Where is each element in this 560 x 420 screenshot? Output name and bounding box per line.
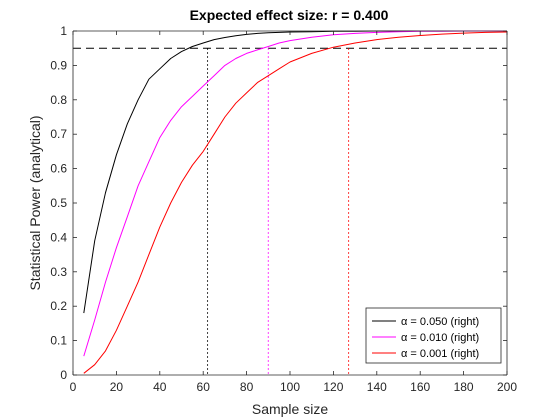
y-axis-label: Statistical Power (analytical) xyxy=(27,115,43,290)
series-line-1 xyxy=(83,30,507,357)
y-tick-label: 0.9 xyxy=(50,58,67,72)
x-tick-label: 160 xyxy=(410,380,430,394)
x-tick-label: 120 xyxy=(323,380,343,394)
legend: α = 0.050 (right) α = 0.010 (right) α = … xyxy=(365,307,502,364)
x-tick-label: 20 xyxy=(110,380,124,394)
legend-label-alpha-0050: α = 0.050 (right) xyxy=(401,316,479,328)
series-line-2 xyxy=(83,31,508,374)
chart-title: Expected effect size: r = 0.400 xyxy=(190,7,389,23)
x-tick-label: 40 xyxy=(153,380,167,394)
x-tick-label: 60 xyxy=(197,380,211,394)
legend-box xyxy=(365,307,502,364)
y-tick-label: 0.3 xyxy=(50,265,67,279)
y-tick-label: 0.2 xyxy=(50,299,67,313)
y-tick-label: 0 xyxy=(60,368,67,382)
x-tick-label: 80 xyxy=(240,380,254,394)
legend-label-alpha-0001: α = 0.001 (right) xyxy=(401,348,479,360)
y-tick-label: 0.1 xyxy=(50,334,67,348)
y-tick-label: 1 xyxy=(60,24,67,38)
x-tick-label: 100 xyxy=(280,380,300,394)
x-tick-label: 0 xyxy=(70,380,77,394)
x-tick-label: 200 xyxy=(497,380,517,394)
reference-lines xyxy=(73,47,507,375)
x-axis-label: Sample size xyxy=(252,401,328,417)
x-tick-label: 180 xyxy=(454,380,474,394)
y-tick-label: 0.5 xyxy=(50,196,67,210)
x-tick-label: 140 xyxy=(367,380,387,394)
x-axis-ticks: 0 20 40 60 80 100 120 140 160 180 200 xyxy=(70,31,517,394)
y-tick-label: 0.8 xyxy=(50,93,67,107)
y-tick-label: 0.6 xyxy=(50,162,67,176)
legend-label-alpha-0010: α = 0.010 (right) xyxy=(401,332,479,344)
y-tick-label: 0.4 xyxy=(50,230,67,244)
y-tick-label: 0.7 xyxy=(50,127,67,141)
y-axis-ticks: 0 0.1 0.2 0.3 0.4 0.5 0.6 0.7 0.8 0.9 1 xyxy=(50,24,507,382)
